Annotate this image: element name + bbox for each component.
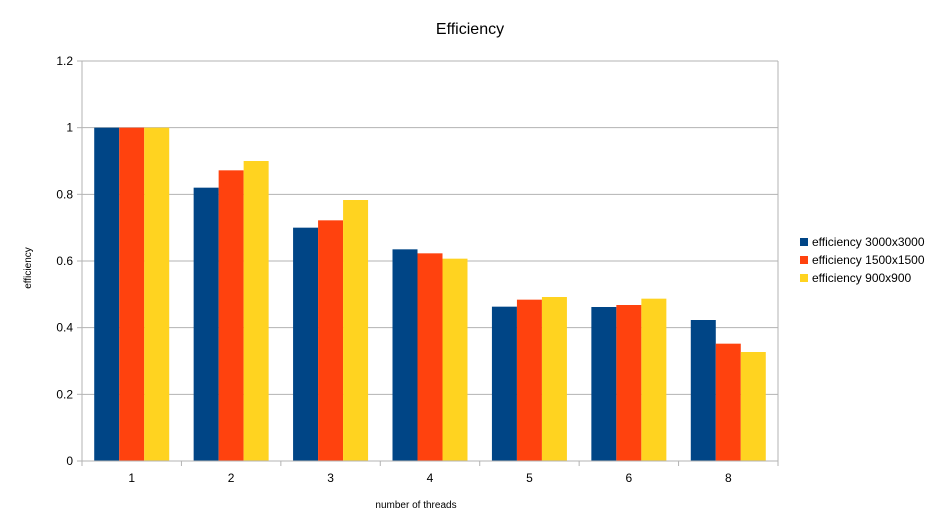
y-tick-label: 0.4	[56, 321, 73, 335]
bar-3-6	[641, 298, 667, 461]
x-tick-label: 1	[128, 471, 135, 485]
x-axis-label: number of threads	[375, 500, 456, 511]
bar-3-4	[442, 258, 468, 461]
bar-1-2	[193, 187, 219, 461]
bar-2-3	[318, 220, 344, 461]
bar-1-8	[690, 320, 716, 461]
x-tick-label: 8	[725, 471, 732, 485]
bar-3-5	[541, 297, 567, 461]
y-tick-label: 0	[66, 454, 73, 468]
bar-2-5	[516, 299, 542, 461]
bar-3-8	[740, 352, 766, 461]
legend-swatch-1	[800, 238, 808, 246]
bar-2-2	[218, 170, 244, 462]
bar-1-3	[293, 227, 319, 461]
bar-3-2	[243, 161, 269, 461]
bar-2-8	[715, 343, 741, 461]
legend-label-1: efficiency 3000x3000	[812, 235, 925, 249]
y-tick-label: 0.2	[56, 387, 73, 401]
axes	[77, 60, 779, 466]
legend-label-3: efficiency 900x900	[812, 271, 912, 285]
bar-3-3	[343, 200, 369, 461]
y-tick-label: 0.6	[56, 254, 73, 268]
x-tick-label: 2	[228, 471, 235, 485]
bar-2-4	[417, 253, 443, 461]
bar-2-6	[616, 305, 642, 461]
y-tick-label: 1.2	[56, 54, 73, 68]
legend-swatch-3	[800, 274, 808, 282]
x-tick-label: 3	[327, 471, 334, 485]
x-tick-label: 4	[427, 471, 434, 485]
x-tick-label: 5	[526, 471, 533, 485]
bars	[94, 127, 766, 462]
bar-1-1	[94, 127, 120, 462]
legend-swatch-2	[800, 256, 808, 264]
bar-2-1	[119, 127, 145, 462]
legend: efficiency 3000x3000 efficiency 1500x1500…	[800, 235, 925, 285]
chart-title: Efficiency	[436, 21, 504, 38]
legend-label-2: efficiency 1500x1500	[812, 253, 925, 267]
y-tick-label: 1	[66, 121, 73, 135]
x-tick-labels: 1 2 3 4 5 6 8	[128, 471, 732, 485]
bar-3-1	[144, 127, 170, 462]
y-tick-label: 0.8	[56, 187, 73, 201]
y-axis-label: efficiency	[23, 247, 34, 289]
bar-1-6	[591, 307, 617, 461]
bar-1-5	[491, 306, 517, 461]
x-tick-label: 6	[626, 471, 633, 485]
bar-1-4	[392, 249, 418, 461]
y-tick-labels: 0 0.2 0.4 0.6 0.8 1 1.2	[56, 54, 73, 468]
